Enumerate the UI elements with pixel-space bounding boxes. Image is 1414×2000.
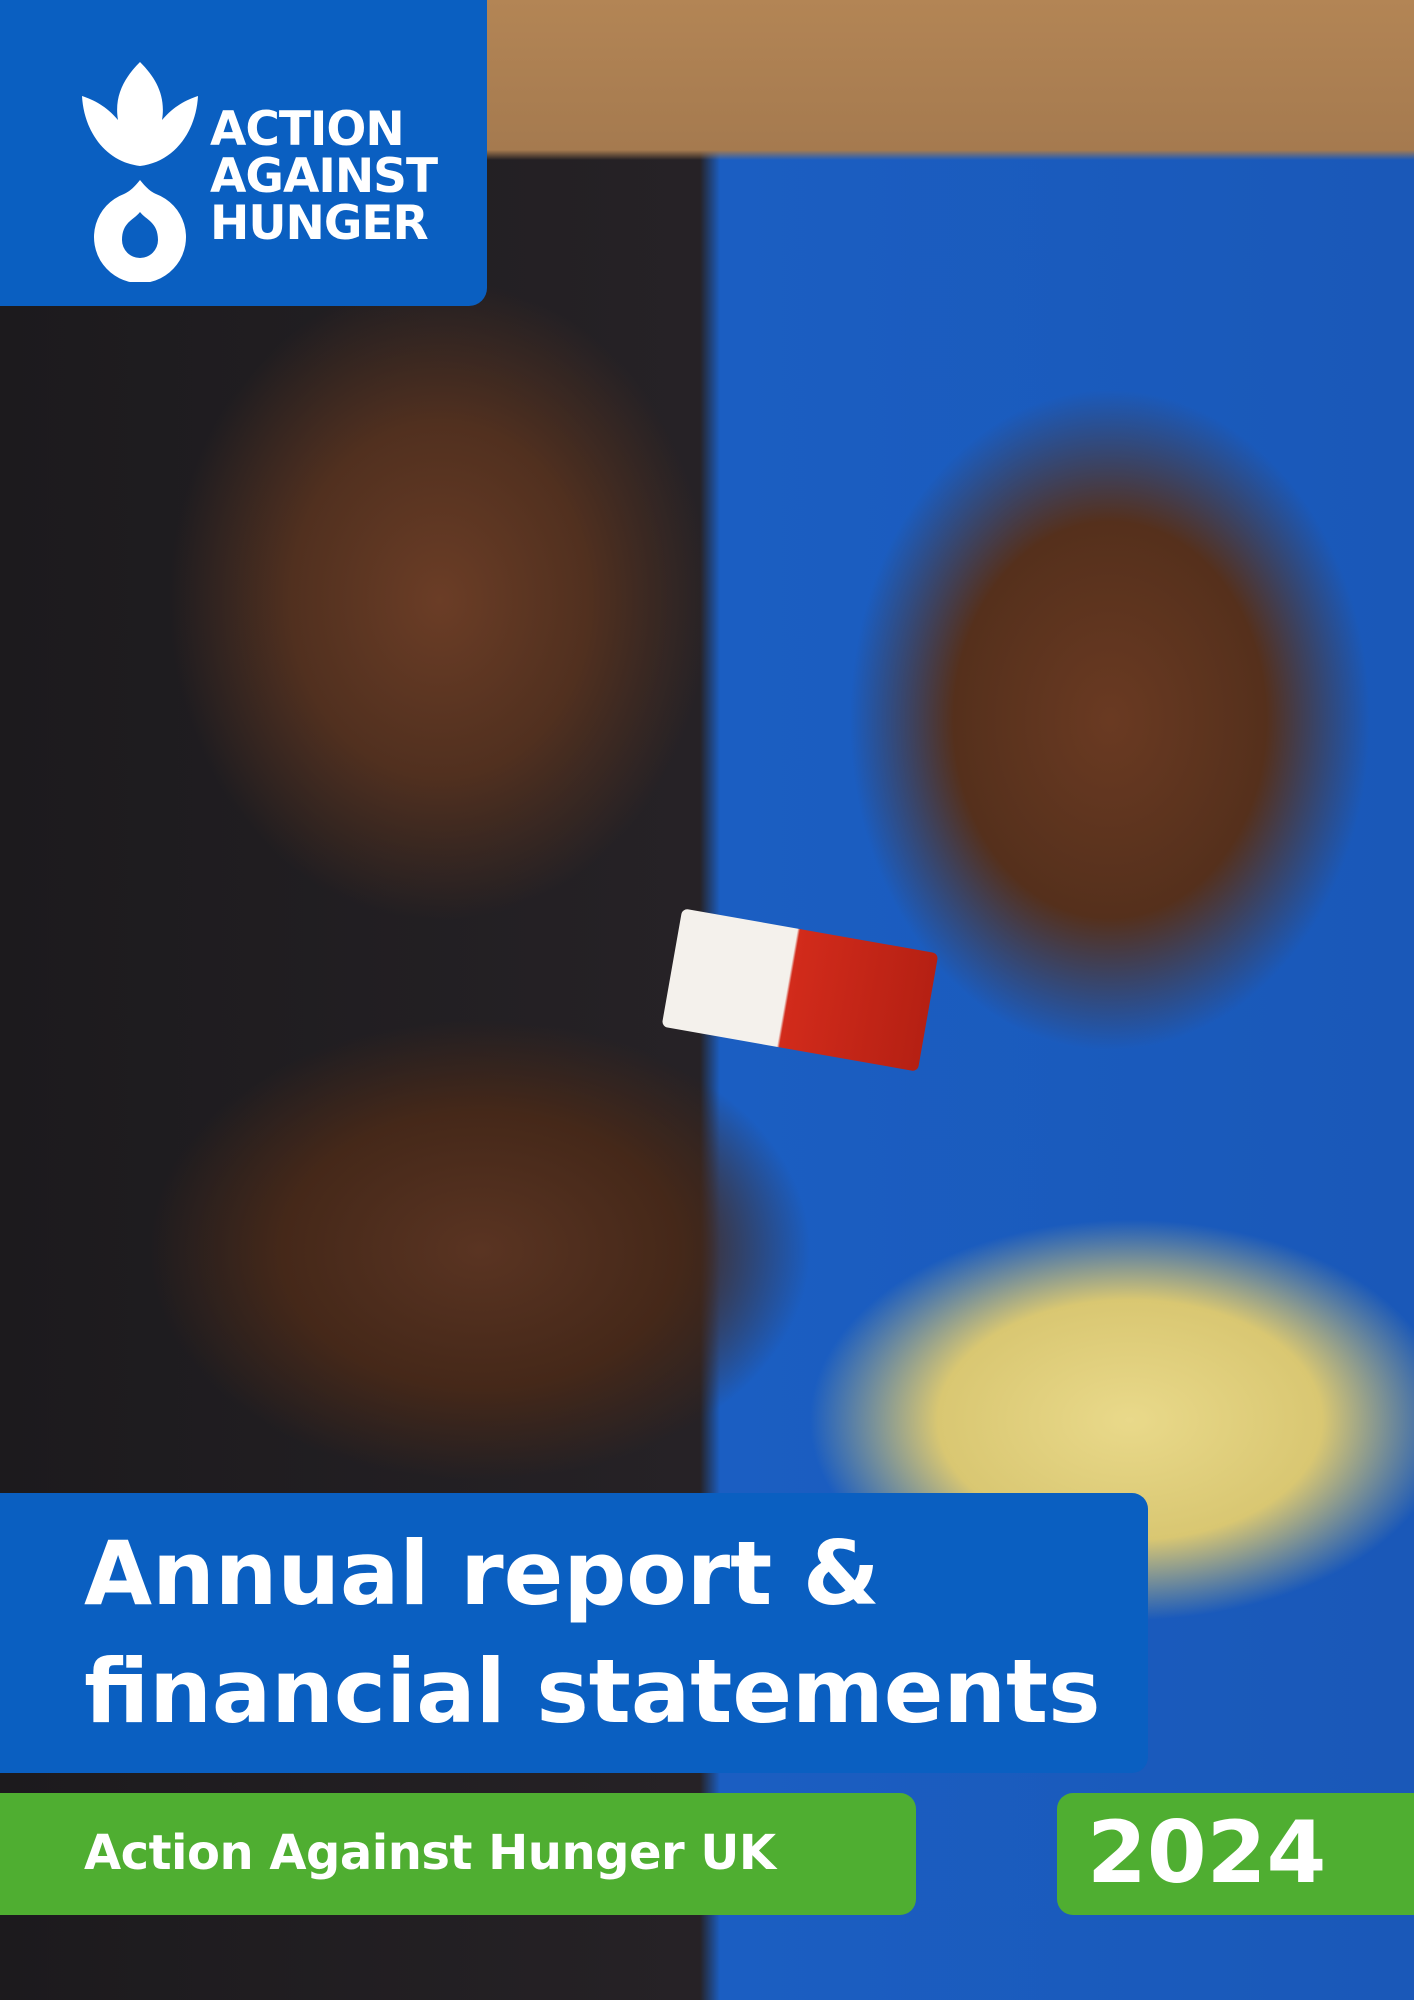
title-line: financial statements (84, 1640, 1101, 1743)
logo: ACTION AGAINST HUNGER (0, 0, 487, 306)
year-banner: 2024 (1057, 1793, 1414, 1915)
food-sachet (661, 908, 939, 1072)
logo-line: ACTION (210, 102, 405, 157)
logo-flower-drop-icon (82, 62, 198, 282)
title-line: Annual report & (84, 1522, 880, 1625)
document-title: Annual report & financial statements (84, 1515, 1100, 1751)
logo-line: HUNGER (210, 196, 429, 251)
title-banner: Annual report & financial statements (0, 1493, 1148, 1773)
logo-line: AGAINST (210, 149, 438, 204)
report-year: 2024 (1087, 1803, 1327, 1903)
logo-wordmark: ACTION AGAINST HUNGER (210, 102, 438, 251)
subtitle-banner: Action Against Hunger UK (0, 1793, 916, 1915)
organisation-name: Action Against Hunger UK (84, 1825, 776, 1881)
